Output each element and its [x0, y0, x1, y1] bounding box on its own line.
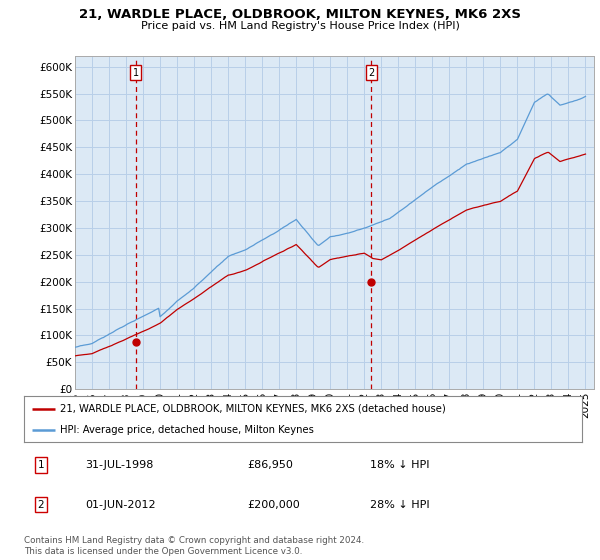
Text: Price paid vs. HM Land Registry's House Price Index (HPI): Price paid vs. HM Land Registry's House …: [140, 21, 460, 31]
Text: £200,000: £200,000: [247, 500, 300, 510]
Text: 1: 1: [37, 460, 44, 470]
Text: HPI: Average price, detached house, Milton Keynes: HPI: Average price, detached house, Milt…: [60, 425, 314, 435]
Text: 21, WARDLE PLACE, OLDBROOK, MILTON KEYNES, MK6 2XS: 21, WARDLE PLACE, OLDBROOK, MILTON KEYNE…: [79, 8, 521, 21]
Text: 01-JUN-2012: 01-JUN-2012: [85, 500, 156, 510]
Text: £86,950: £86,950: [247, 460, 293, 470]
Text: Contains HM Land Registry data © Crown copyright and database right 2024.
This d: Contains HM Land Registry data © Crown c…: [24, 536, 364, 556]
Text: 31-JUL-1998: 31-JUL-1998: [85, 460, 154, 470]
Text: 1: 1: [133, 68, 139, 78]
Text: 2: 2: [368, 68, 374, 78]
Text: 21, WARDLE PLACE, OLDBROOK, MILTON KEYNES, MK6 2XS (detached house): 21, WARDLE PLACE, OLDBROOK, MILTON KEYNE…: [60, 404, 446, 414]
Text: 28% ↓ HPI: 28% ↓ HPI: [370, 500, 430, 510]
Text: 18% ↓ HPI: 18% ↓ HPI: [370, 460, 430, 470]
Text: 2: 2: [37, 500, 44, 510]
